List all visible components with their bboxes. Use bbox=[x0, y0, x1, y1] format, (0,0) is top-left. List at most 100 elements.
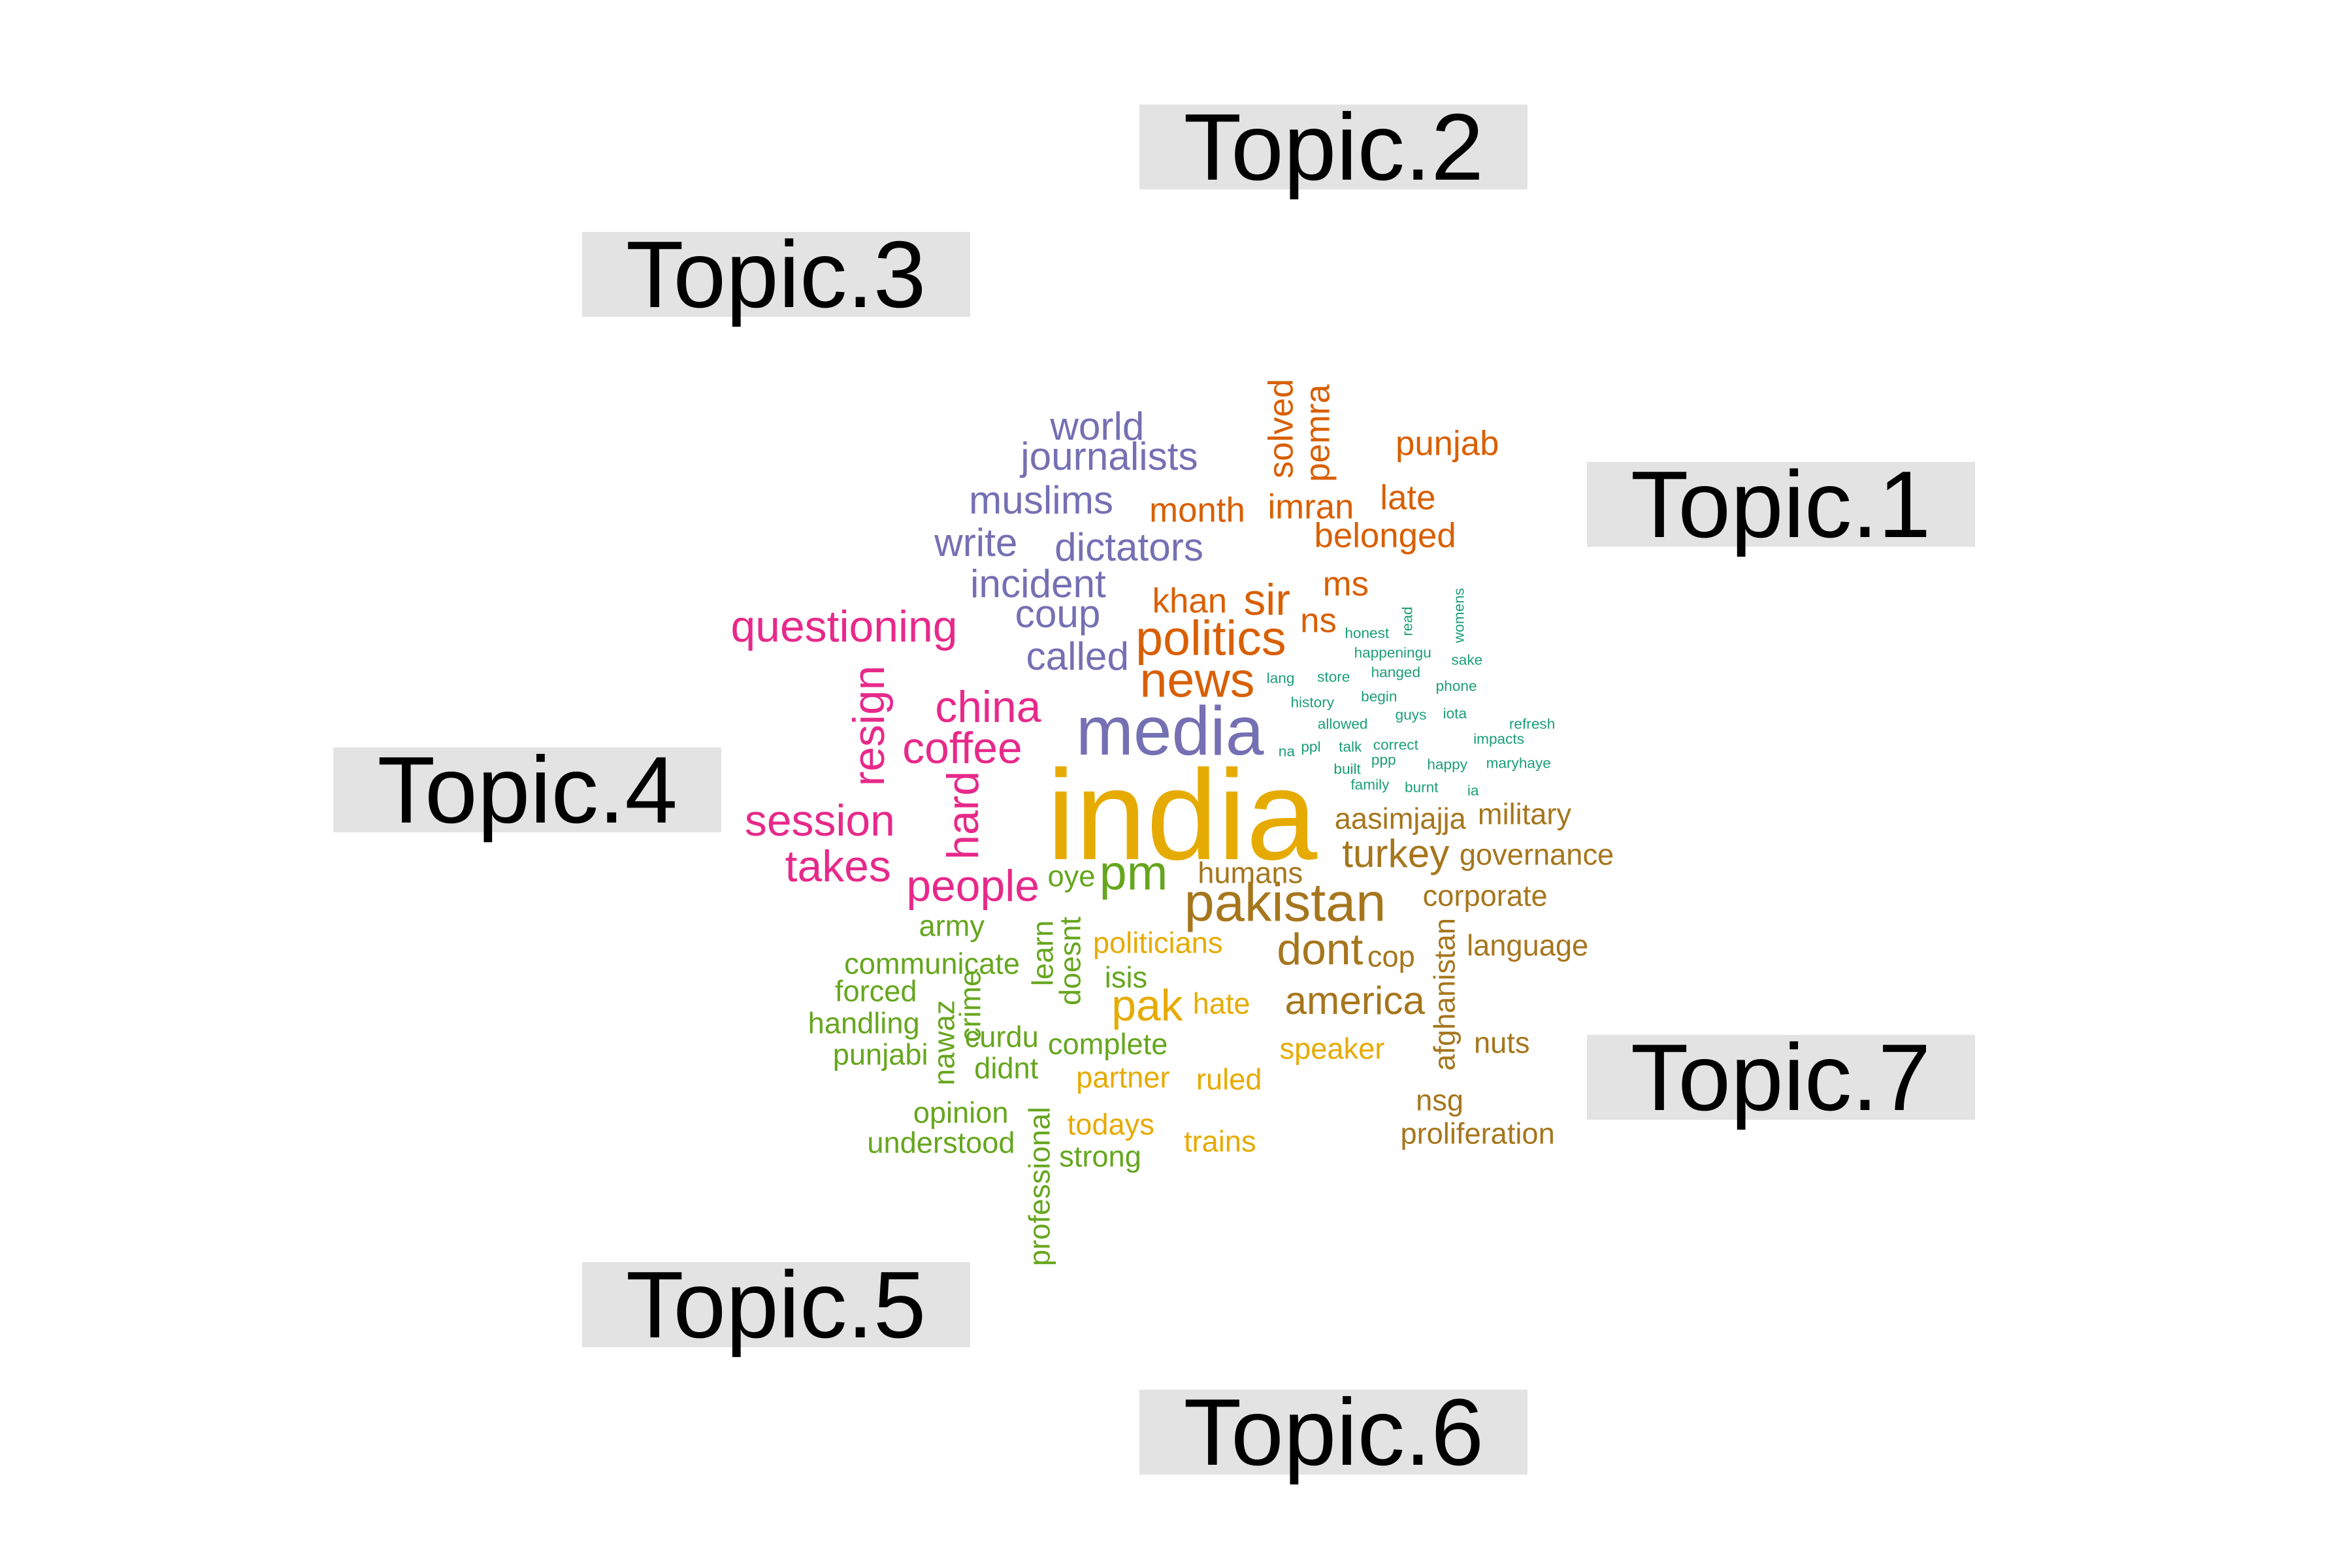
word-belonged: belonged bbox=[1314, 516, 1456, 555]
topic-label-4: Topic.4 bbox=[333, 742, 722, 837]
word-todays: todays bbox=[1067, 1107, 1154, 1141]
word-na: na bbox=[1278, 743, 1295, 760]
word-world: world bbox=[1050, 403, 1145, 448]
word-hate: hate bbox=[1192, 986, 1250, 1020]
word-ppl: ppl bbox=[1301, 738, 1321, 755]
word-resign: resign bbox=[845, 665, 894, 787]
word-military: military bbox=[1477, 796, 1572, 830]
word-aasimjajja: aasimjajja bbox=[1334, 801, 1466, 835]
word-punjabi: punjabi bbox=[832, 1037, 928, 1071]
word-nsg: nsg bbox=[1416, 1083, 1464, 1117]
word-pemra: pemra bbox=[1298, 384, 1337, 483]
word-america: america bbox=[1284, 977, 1425, 1022]
word-takes: takes bbox=[785, 841, 891, 891]
word-family: family bbox=[1350, 776, 1390, 793]
word-doesnt: doesnt bbox=[1053, 916, 1087, 1005]
word-pm: pm bbox=[1099, 845, 1168, 900]
word-turkey: turkey bbox=[1342, 830, 1450, 875]
word-refresh: refresh bbox=[1509, 715, 1556, 732]
word-talk: talk bbox=[1339, 738, 1362, 755]
word-coffee: coffee bbox=[902, 723, 1022, 773]
word-learn: learn bbox=[1026, 920, 1060, 987]
word-store: store bbox=[1317, 668, 1350, 685]
word-hard: hard bbox=[939, 771, 988, 860]
word-ia: ia bbox=[1467, 782, 1479, 799]
word-oye: oye bbox=[1047, 859, 1096, 893]
topic-label-1: Topic.1 bbox=[1586, 457, 1975, 552]
topic-label-2: Topic.2 bbox=[1139, 100, 1528, 195]
word-nuts: nuts bbox=[1473, 1026, 1530, 1060]
word-isis: isis bbox=[1104, 960, 1148, 994]
word-lang: lang bbox=[1266, 670, 1295, 687]
word-coup: coup bbox=[1015, 591, 1101, 636]
word-khan: khan bbox=[1152, 581, 1228, 621]
word-month: month bbox=[1149, 491, 1245, 530]
word-begin: begin bbox=[1361, 688, 1397, 705]
word-speaker: speaker bbox=[1279, 1032, 1385, 1066]
word-pakistan: pakistan bbox=[1184, 872, 1386, 934]
word-communicate: communicate bbox=[844, 947, 1020, 981]
word-happeningu: happeningu bbox=[1354, 644, 1431, 661]
word-punjab: punjab bbox=[1395, 424, 1499, 463]
topic-label-5: Topic.5 bbox=[581, 1258, 970, 1352]
word-impacts: impacts bbox=[1473, 730, 1525, 747]
word-built: built bbox=[1333, 761, 1361, 778]
word-army: army bbox=[919, 909, 985, 943]
word-partner: partner bbox=[1076, 1060, 1170, 1094]
word-burnt: burnt bbox=[1404, 779, 1439, 796]
word-opinion: opinion bbox=[913, 1095, 1009, 1129]
word-sir: sir bbox=[1243, 575, 1290, 625]
topic-label-7: Topic.7 bbox=[1586, 1030, 1975, 1125]
word-imran: imran bbox=[1267, 487, 1354, 527]
word-hanged: hanged bbox=[1371, 664, 1421, 681]
word-womens: womens bbox=[1450, 587, 1467, 643]
word-governance: governance bbox=[1459, 838, 1614, 872]
topic-label-3: Topic.3 bbox=[581, 227, 970, 321]
word-honest: honest bbox=[1345, 625, 1390, 642]
word-proliferation: proliferation bbox=[1400, 1117, 1555, 1151]
word-history: history bbox=[1290, 694, 1335, 711]
word-questioning: questioning bbox=[730, 602, 958, 652]
word-iota: iota bbox=[1443, 705, 1467, 722]
word-handling: handling bbox=[808, 1006, 920, 1040]
word-ms: ms bbox=[1322, 564, 1369, 604]
word-curdu: curdu bbox=[964, 1019, 1039, 1053]
word-read: read bbox=[1399, 606, 1416, 636]
word-ruled: ruled bbox=[1196, 1062, 1262, 1096]
word-allowed: allowed bbox=[1317, 715, 1368, 732]
word-politics: politics bbox=[1135, 610, 1286, 665]
word-muslims: muslims bbox=[969, 478, 1114, 523]
word-strong: strong bbox=[1059, 1139, 1141, 1173]
word-write: write bbox=[934, 520, 1018, 565]
word-language: language bbox=[1467, 928, 1589, 962]
word-phone: phone bbox=[1435, 678, 1477, 694]
word-corporate: corporate bbox=[1422, 879, 1548, 913]
word-didnt: didnt bbox=[974, 1051, 1039, 1085]
word-correct: correct bbox=[1373, 736, 1418, 753]
word-forced: forced bbox=[834, 974, 917, 1008]
word-solved: solved bbox=[1262, 379, 1301, 479]
word-afghanistan: afghanistan bbox=[1427, 917, 1461, 1071]
word-professional: professional bbox=[1022, 1107, 1056, 1267]
word-people: people bbox=[906, 862, 1040, 911]
word-guys: guys bbox=[1395, 706, 1427, 723]
word-news: news bbox=[1139, 652, 1255, 708]
word-happy: happy bbox=[1427, 757, 1468, 774]
word-ppp: ppp bbox=[1371, 752, 1396, 769]
word-pak: pak bbox=[1111, 981, 1183, 1031]
word-understood: understood bbox=[867, 1126, 1015, 1160]
word-cop: cop bbox=[1367, 939, 1415, 973]
word-incident: incident bbox=[970, 561, 1106, 606]
topic-label-6: Topic.6 bbox=[1139, 1385, 1528, 1480]
word-humans: humans bbox=[1198, 856, 1303, 890]
word-politicians: politicians bbox=[1092, 926, 1223, 960]
word-maryhaye: maryhaye bbox=[1486, 755, 1551, 772]
word-called: called bbox=[1026, 634, 1129, 679]
word-trains: trains bbox=[1183, 1124, 1256, 1158]
word-late: late bbox=[1380, 478, 1436, 517]
word-india: india bbox=[1047, 743, 1318, 887]
word-dont: dont bbox=[1277, 925, 1364, 975]
word-sake: sake bbox=[1451, 652, 1483, 669]
word-media: media bbox=[1076, 693, 1264, 770]
